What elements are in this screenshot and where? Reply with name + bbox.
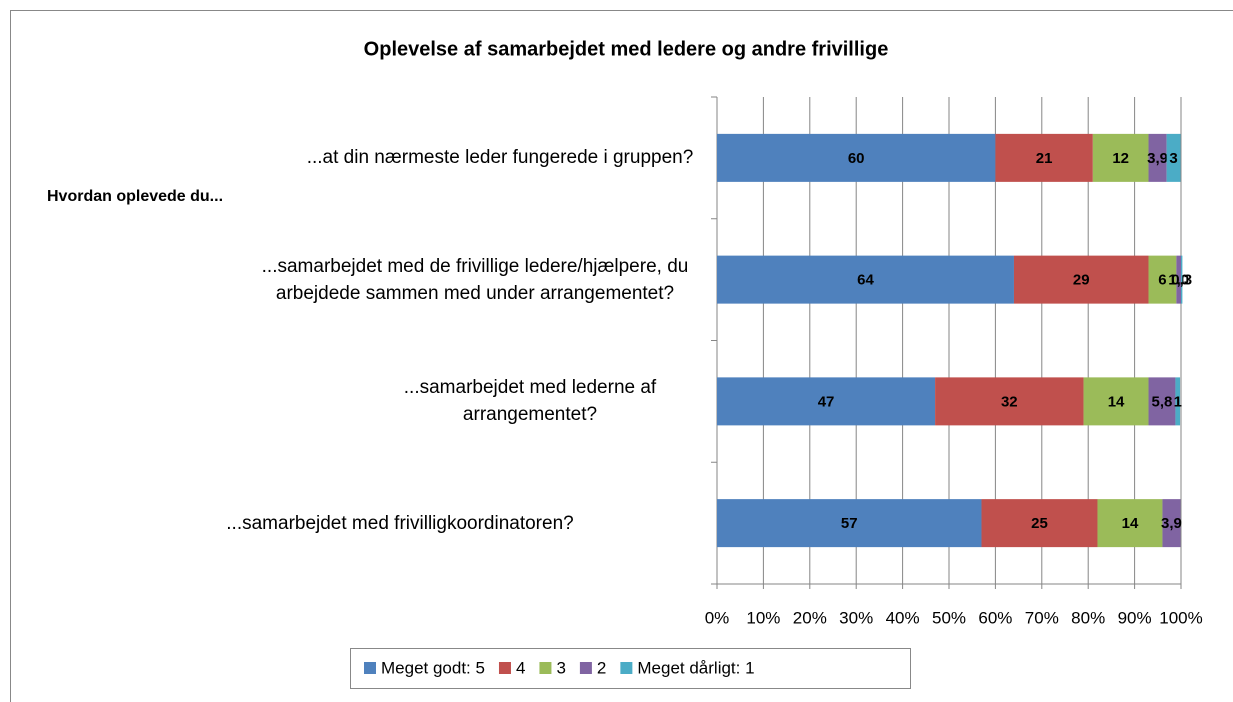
bar-segment: [1013, 255, 1149, 304]
bar-segment: [1083, 377, 1149, 426]
data-label: 5,8: [1152, 393, 1173, 410]
x-tick-label: 40%: [886, 608, 920, 627]
bar-segment: [717, 499, 982, 548]
data-label: 1,0: [1168, 272, 1189, 289]
bar-segment: [1181, 255, 1183, 304]
data-label: 0,3: [1171, 272, 1192, 289]
x-tick-label: 20%: [793, 608, 827, 627]
bar-segment: [1148, 377, 1176, 426]
data-label: 60: [848, 150, 865, 167]
data-label: 21: [1036, 150, 1053, 167]
y-tick-label: ...at din nærmeste leder fungerede i gru…: [306, 147, 694, 169]
data-label: 14: [1108, 393, 1125, 410]
bar-segment: [1166, 133, 1181, 182]
x-tick-label: 0%: [705, 608, 730, 627]
x-tick-label: 80%: [1071, 608, 1105, 627]
data-label: 3,9: [1147, 150, 1168, 167]
data-label: 47: [818, 393, 835, 410]
data-label: 25: [1031, 515, 1048, 532]
bar-segment: [1097, 499, 1163, 548]
bar-segment: [995, 133, 1093, 182]
bar-segment: [717, 133, 996, 182]
x-tick-label: 30%: [839, 608, 873, 627]
data-label: 57: [841, 515, 858, 532]
bar-segment: [1148, 133, 1167, 182]
legend-label: Meget godt: 5: [381, 658, 485, 677]
legend: Meget godt: 5 4 3 2 Meget dårligt: 1: [350, 648, 911, 689]
x-tick-label: 50%: [932, 608, 966, 627]
bar-segment: [935, 377, 1084, 426]
legend-label: 2: [597, 658, 606, 677]
bar-segment: [717, 255, 1014, 304]
chart-frame: [10, 10, 1233, 702]
bar-segment: [717, 377, 936, 426]
y-tick-label: ...samarbejdet med de frivillige ledere/…: [261, 255, 689, 304]
legend-label: Meget dårligt: 1: [637, 658, 754, 677]
x-tick-label: 90%: [1118, 608, 1152, 627]
data-label: 64: [857, 272, 874, 289]
bar-segment: [1092, 133, 1149, 182]
chart-title: Oplevelse af samarbejdet med ledere og a…: [364, 38, 889, 60]
data-label: 14: [1122, 515, 1139, 532]
x-tick-label: 60%: [978, 608, 1012, 627]
x-tick-label: 100%: [1159, 608, 1202, 627]
bar-segment: [1148, 255, 1177, 304]
bar-segment: [1176, 255, 1181, 304]
legend-swatch: [539, 662, 552, 674]
bar-segment: [1162, 499, 1181, 548]
legend-swatch: [579, 662, 592, 674]
legend-label: 3: [556, 658, 565, 677]
data-label: 12: [1112, 150, 1129, 167]
y-tick-label: ...samarbejdet med lederne af arrangemen…: [403, 377, 657, 426]
x-tick-label: 10%: [746, 608, 780, 627]
bar-segment: [981, 499, 1098, 548]
legend-label: 4: [516, 658, 525, 677]
data-label: 6: [1158, 272, 1166, 289]
legend-swatch: [364, 662, 376, 674]
legend-swatch: [620, 662, 633, 674]
data-label: 32: [1001, 393, 1018, 410]
data-label: 1: [1174, 393, 1182, 410]
data-label: 3: [1169, 150, 1177, 167]
data-label: 3,9: [1161, 515, 1182, 532]
y-axis-title: Hvordan oplevede du...: [46, 188, 224, 205]
data-label: 29: [1073, 272, 1090, 289]
x-tick-label: 70%: [1025, 608, 1059, 627]
y-tick-label: ...samarbejdet med frivilligkoordinatore…: [226, 512, 574, 534]
legend-swatch: [498, 662, 511, 674]
bar-segment: [1175, 377, 1181, 426]
